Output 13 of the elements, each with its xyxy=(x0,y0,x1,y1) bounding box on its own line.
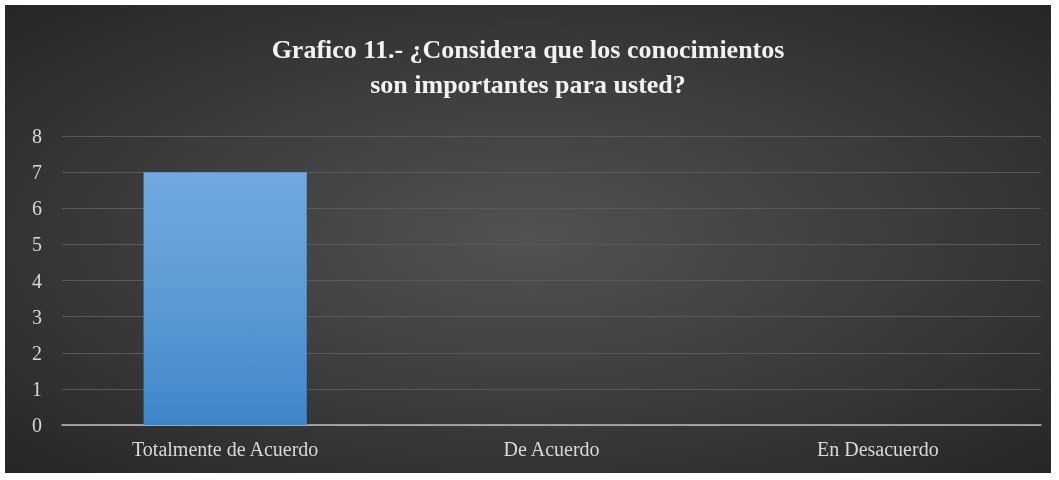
y-tick-label: 3 xyxy=(32,305,42,328)
y-tick-label: 4 xyxy=(32,269,42,292)
x-tick-label: Totalmente de Acuerdo xyxy=(132,438,319,460)
y-tick-label: 6 xyxy=(32,197,42,220)
y-tick-label: 8 xyxy=(32,125,42,147)
y-tick-label: 0 xyxy=(32,414,42,436)
y-tick-label: 5 xyxy=(32,233,42,256)
y-tick-label: 7 xyxy=(32,161,42,184)
chart-title: Grafico 11.- ¿Considera que los conocimientos son importantes para usted? xyxy=(271,35,785,99)
y-tick-label: 2 xyxy=(32,341,42,364)
x-tick-label: De Acuerdo xyxy=(503,438,600,460)
x-tick-label: En Desacuerdo xyxy=(817,438,939,460)
y-tick-label: 1 xyxy=(32,377,42,400)
